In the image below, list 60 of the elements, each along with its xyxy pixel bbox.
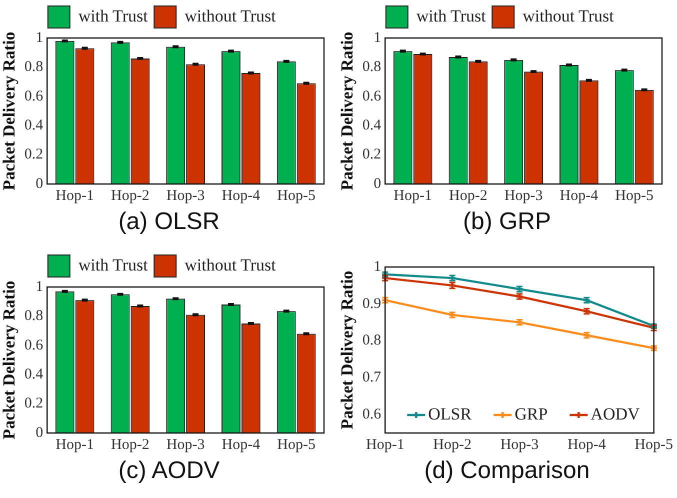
text: (d) Comparison	[423, 457, 591, 485]
text: (c) AODV	[117, 457, 221, 485]
y-tick-label: 0.8	[24, 59, 44, 76]
x-tick-label: Hop-2	[449, 188, 488, 204]
y-tick-label: 0.8	[24, 308, 44, 324]
x-tick-label: Hop-1	[56, 188, 94, 204]
y-tick-label: 1	[36, 30, 44, 46]
text: (b) GRP	[462, 208, 552, 236]
x-tick-label: Hop-5	[277, 188, 316, 204]
y-tick-label: 0.4	[24, 118, 44, 134]
x-tick-label: Hop-1	[366, 436, 404, 453]
legend-label: without Trust	[184, 6, 276, 26]
legend-label: without Trust	[522, 6, 614, 26]
y-tick-label: 0.8	[362, 332, 382, 349]
legend-label: with Trust	[78, 6, 148, 26]
x-tick-label: Hop-1	[394, 188, 432, 204]
legend-label: OLSR	[428, 404, 472, 424]
x-tick-label: Hop-3	[500, 436, 539, 453]
y-tick-label: 1	[36, 278, 44, 295]
y-tick-label: 0.4	[362, 118, 382, 134]
y-tick-label: 0.6	[24, 337, 44, 354]
y-axis-title: Packet Delivery Ratio	[0, 280, 19, 440]
x-tick-label: Hop-3	[166, 436, 205, 453]
text: (a) OLSR	[117, 208, 221, 236]
x-tick-label: Hop-2	[433, 436, 472, 453]
y-tick-label: 0.4	[24, 366, 44, 383]
legend-label: with Trust	[78, 255, 148, 274]
x-tick-label: Hop-3	[504, 188, 543, 204]
y-tick-label: 0.2	[24, 396, 44, 412]
y-tick-label: 0.2	[24, 146, 44, 163]
y-axis-title: Packet Delivery Ratio	[0, 32, 19, 190]
legend-label: without Trust	[184, 255, 276, 274]
x-tick-label: Hop-4	[222, 436, 261, 453]
x-tick-label: Hop-4	[222, 188, 261, 204]
x-tick-label: Hop-2	[111, 188, 150, 204]
y-tick-label: 0.2	[362, 146, 382, 163]
y-tick-label: 0.7	[362, 370, 382, 386]
x-tick-label: Hop-1	[56, 436, 94, 453]
y-tick-label: 0.8	[362, 59, 382, 76]
y-axis-title: Packet Delivery Ratio	[338, 270, 357, 430]
x-tick-label: Hop-2	[111, 436, 150, 453]
legend-label: with Trust	[416, 6, 486, 26]
y-tick-label: 1	[374, 258, 382, 275]
y-tick-label: 0	[36, 424, 44, 441]
y-tick-label: 0.9	[362, 296, 382, 312]
x-tick-label: Hop-5	[615, 188, 654, 204]
x-tick-label: Hop-5	[277, 436, 316, 453]
y-tick-label: 0	[36, 176, 44, 192]
y-tick-label: 1	[374, 30, 382, 46]
legend-label: AODV	[590, 404, 641, 424]
x-tick-label: Hop-4	[560, 188, 599, 204]
y-tick-label: 0.6	[362, 406, 382, 422]
x-tick-label: Hop-5	[634, 436, 673, 453]
y-tick-label: 0	[374, 176, 382, 192]
y-tick-label: 0.6	[24, 88, 44, 104]
y-axis-title: Packet Delivery Ratio	[338, 32, 357, 190]
x-tick-label: Hop-3	[166, 188, 205, 204]
legend-label: GRP	[514, 404, 548, 424]
x-tick-label: Hop-4	[568, 436, 606, 453]
y-tick-label: 0.6	[362, 88, 382, 104]
